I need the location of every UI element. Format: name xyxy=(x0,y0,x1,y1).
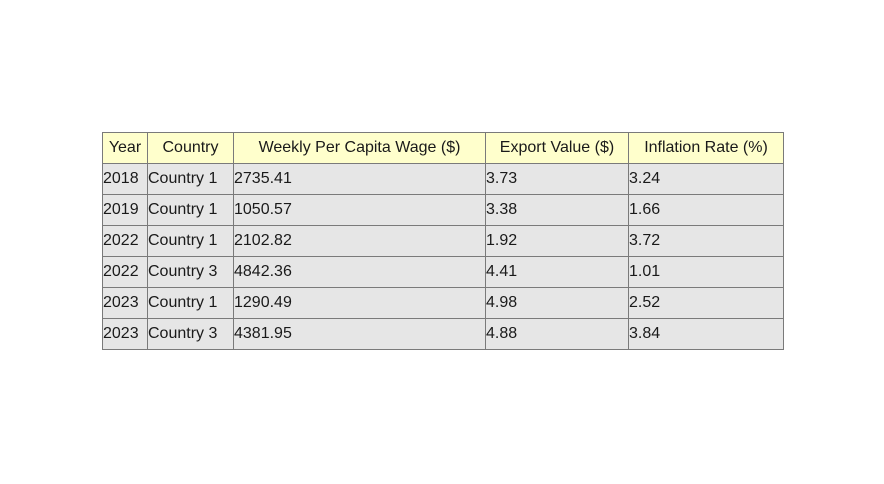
cell-weekly-wage: 1050.57 xyxy=(233,194,486,226)
cell-export-value: 4.41 xyxy=(485,256,629,288)
cell-country: Country 1 xyxy=(147,163,234,195)
header-row: Year Country Weekly Per Capita Wage ($) … xyxy=(102,132,784,164)
cell-country: Country 3 xyxy=(147,318,234,350)
cell-weekly-wage: 4381.95 xyxy=(233,318,486,350)
cell-year: 2019 xyxy=(102,194,148,226)
cell-country: Country 1 xyxy=(147,225,234,257)
header-weekly-wage: Weekly Per Capita Wage ($) xyxy=(233,132,486,164)
cell-inflation-rate: 1.01 xyxy=(628,256,784,288)
header-export-value: Export Value ($) xyxy=(485,132,629,164)
header-country: Country xyxy=(147,132,234,164)
cell-weekly-wage: 4842.36 xyxy=(233,256,486,288)
cell-export-value: 4.98 xyxy=(485,287,629,319)
cell-inflation-rate: 3.72 xyxy=(628,225,784,257)
cell-weekly-wage: 1290.49 xyxy=(233,287,486,319)
cell-inflation-rate: 2.52 xyxy=(628,287,784,319)
cell-export-value: 3.73 xyxy=(485,163,629,195)
table-row: 2019 Country 1 1050.57 3.38 1.66 xyxy=(102,194,784,226)
cell-country: Country 1 xyxy=(147,287,234,319)
cell-year: 2022 xyxy=(102,256,148,288)
cell-weekly-wage: 2102.82 xyxy=(233,225,486,257)
cell-weekly-wage: 2735.41 xyxy=(233,163,486,195)
cell-export-value: 1.92 xyxy=(485,225,629,257)
cell-year: 2023 xyxy=(102,318,148,350)
header-year: Year xyxy=(102,132,148,164)
table-row: 2022 Country 3 4842.36 4.41 1.01 xyxy=(102,256,784,288)
table-row: 2022 Country 1 2102.82 1.92 3.72 xyxy=(102,225,784,257)
cell-country: Country 3 xyxy=(147,256,234,288)
table-row: 2023 Country 1 1290.49 4.98 2.52 xyxy=(102,287,784,319)
cell-year: 2022 xyxy=(102,225,148,257)
cell-export-value: 3.38 xyxy=(485,194,629,226)
table-row: 2018 Country 1 2735.41 3.73 3.24 xyxy=(102,163,784,195)
table-row: 2023 Country 3 4381.95 4.88 3.84 xyxy=(102,318,784,350)
cell-inflation-rate: 1.66 xyxy=(628,194,784,226)
data-table: Year Country Weekly Per Capita Wage ($) … xyxy=(102,132,784,350)
cell-export-value: 4.88 xyxy=(485,318,629,350)
cell-year: 2023 xyxy=(102,287,148,319)
cell-year: 2018 xyxy=(102,163,148,195)
cell-inflation-rate: 3.24 xyxy=(628,163,784,195)
header-inflation-rate: Inflation Rate (%) xyxy=(628,132,784,164)
cell-country: Country 1 xyxy=(147,194,234,226)
cell-inflation-rate: 3.84 xyxy=(628,318,784,350)
